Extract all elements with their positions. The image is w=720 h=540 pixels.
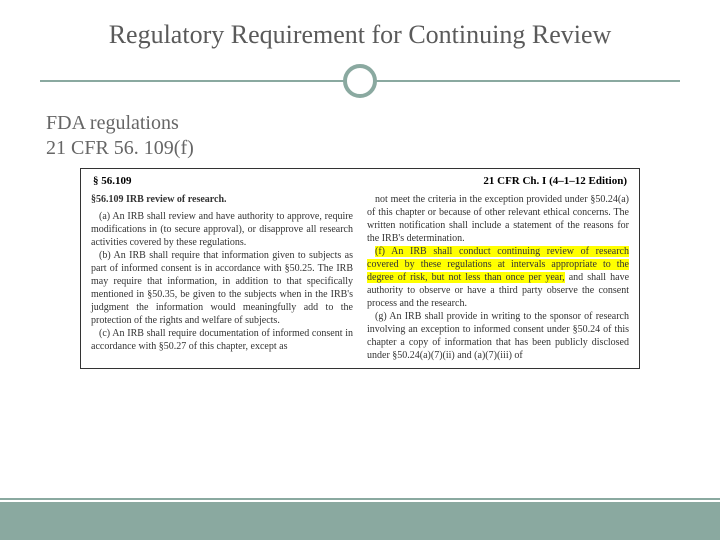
reg-para-g: (g) An IRB shall provide in writing to t… — [367, 310, 629, 362]
reg-para-a: (a) An IRB shall review and have authori… — [91, 210, 353, 249]
reg-para-top-right: not meet the criteria in the exception p… — [367, 193, 629, 245]
reg-section-title: §56.109 IRB review of research. — [91, 193, 353, 206]
regulation-left-column: §56.109 IRB review of research. (a) An I… — [91, 193, 353, 362]
divider — [40, 62, 680, 102]
footer-bar — [0, 502, 720, 540]
reg-para-c: (c) An IRB shall require documentation o… — [91, 327, 353, 353]
subtitle-line-2: 21 CFR 56. 109(f) — [40, 137, 680, 160]
divider-circle-icon — [343, 64, 377, 98]
regulation-header: § 56.109 21 CFR Ch. I (4–1–12 Edition) — [91, 175, 629, 187]
regulation-right-column: not meet the criteria in the exception p… — [367, 193, 629, 362]
reg-header-right: 21 CFR Ch. I (4–1–12 Edition) — [483, 175, 627, 187]
reg-header-left: § 56.109 — [93, 175, 132, 187]
footer-divider-line — [0, 498, 720, 500]
regulation-columns: §56.109 IRB review of research. (a) An I… — [91, 193, 629, 362]
slide-title: Regulatory Requirement for Continuing Re… — [40, 20, 680, 50]
subtitle-line-1: FDA regulations — [40, 112, 680, 135]
reg-para-b: (b) An IRB shall require that informatio… — [91, 249, 353, 327]
reg-para-f: (f) An IRB shall conduct continuing revi… — [367, 245, 629, 310]
regulation-excerpt-box: § 56.109 21 CFR Ch. I (4–1–12 Edition) §… — [80, 168, 640, 369]
slide-container: Regulatory Requirement for Continuing Re… — [0, 0, 720, 540]
